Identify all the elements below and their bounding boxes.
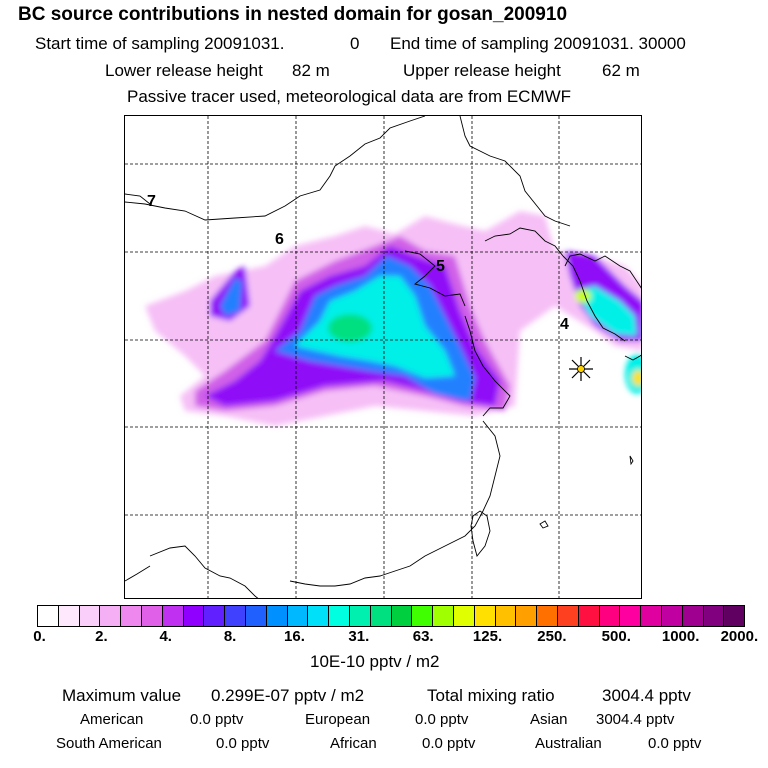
receptor-star-marker <box>569 357 593 381</box>
colorbar-tick-label: 1000. <box>661 628 700 645</box>
region-value-south-american: 0.0 pptv <box>216 735 270 752</box>
colorbar-swatch <box>453 606 475 626</box>
colorbar <box>37 605 745 627</box>
colorbar-swatch <box>495 606 517 626</box>
colorbar-tick-label: 125. <box>472 628 503 645</box>
colorbar-swatch <box>308 606 330 626</box>
colorbar-swatch <box>682 606 704 626</box>
lower-release-label: Lower release height <box>105 61 263 80</box>
colorbar-tick-label: 2. <box>95 628 108 645</box>
colorbar-unit: 10E-10 pptv / m2 <box>310 652 440 671</box>
region-value-european: 0.0 pptv <box>415 711 469 728</box>
colorbar-swatch <box>79 606 101 626</box>
colorbar-swatch <box>225 606 246 626</box>
colorbar-swatch <box>162 606 184 626</box>
plume-cyan <box>295 276 455 378</box>
plume-core <box>328 314 372 342</box>
coastlines <box>125 116 641 598</box>
colorbar-tick-label: 500. <box>601 628 631 645</box>
total-mixing-label: Total mixing ratio <box>427 686 555 705</box>
graticule <box>125 116 641 598</box>
contour-label-5: 5 <box>436 258 445 275</box>
total-mixing-value: 3004.4 pptv <box>602 686 691 705</box>
colorbar-swatch <box>661 606 683 626</box>
colorbar-swatch <box>245 606 267 626</box>
upper-release-value: 62 m <box>602 61 640 80</box>
colorbar-swatch <box>578 606 600 626</box>
colorbar-swatch <box>58 606 80 626</box>
colorbar-swatch <box>183 606 205 626</box>
colorbar-swatch <box>412 606 434 626</box>
map-canvas: 7 6 5 4 <box>125 116 641 598</box>
colorbar-swatch <box>620 606 642 626</box>
colorbar-swatch <box>38 606 59 626</box>
colorbar-swatch <box>266 606 288 626</box>
colorbar-tick-label: 63. <box>412 628 434 645</box>
region-name-african: African <box>330 735 377 752</box>
colorbar-tick-label: 0. <box>33 628 46 645</box>
colorbar-swatch <box>141 606 163 626</box>
region-value-australian: 0.0 pptv <box>648 735 702 752</box>
concentration-field <box>145 211 641 426</box>
colorbar-tick-label: 4. <box>159 628 172 645</box>
start-time-value: 0 <box>350 34 360 53</box>
max-value: 0.299E-07 pptv / m2 <box>211 686 365 705</box>
tracer-note: Passive tracer used, meteorological data… <box>127 87 572 106</box>
upper-release-label: Upper release height <box>403 61 561 80</box>
colorbar-swatch <box>391 606 413 626</box>
colorbar-swatch <box>287 606 309 626</box>
region-name-australian: Australian <box>535 735 602 752</box>
colorbar-swatch <box>433 606 454 626</box>
colorbar-swatch <box>641 606 662 626</box>
colorbar-swatch <box>329 606 350 626</box>
colorbar-tick-label: 2000. <box>720 628 759 645</box>
colorbar-tick-label: 250. <box>537 628 567 645</box>
plume-korea-core <box>575 289 591 303</box>
map-panel: 7 6 5 4 <box>124 115 642 599</box>
colorbar-swatch <box>703 606 725 626</box>
start-time-label: Start time of sampling 20091031. <box>35 34 285 53</box>
region-value-african: 0.0 pptv <box>422 735 476 752</box>
colorbar-swatch <box>100 606 122 626</box>
region-name-european: European <box>305 711 371 728</box>
colorbar-tick-label: 8. <box>223 628 237 645</box>
region-name-american: American <box>80 711 144 728</box>
colorbar-swatch <box>121 606 142 626</box>
lower-release-value: 82 m <box>292 61 330 80</box>
end-time-label: End time of sampling 20091031. 30000 <box>390 34 686 53</box>
max-value-label: Maximum value <box>62 686 182 705</box>
plot-title: BC source contributions in nested domain… <box>18 4 568 25</box>
contour-label-4: 4 <box>560 316 569 333</box>
colorbar-swatch <box>474 606 496 626</box>
colorbar-swatch <box>204 606 226 626</box>
contour-label-7: 7 <box>147 193 156 210</box>
colorbar-swatch <box>724 606 745 626</box>
colorbar-swatch <box>370 606 392 626</box>
colorbar-tick-label: 16. <box>284 628 305 645</box>
region-name-south-american: South American <box>56 735 162 752</box>
colorbar-swatch <box>557 606 579 626</box>
colorbar-swatch <box>599 606 621 626</box>
colorbar-swatch <box>349 606 371 626</box>
colorbar-tick-label: 31. <box>348 628 370 645</box>
colorbar-swatch <box>516 606 538 626</box>
plume-japan-core <box>632 370 641 386</box>
region-value-american: 0.0 pptv <box>190 711 244 728</box>
colorbar-swatch <box>537 606 558 626</box>
region-value-asian: 3004.4 pptv <box>596 711 675 728</box>
plume-korea-inner <box>575 286 637 336</box>
region-name-asian: Asian <box>530 711 568 728</box>
contour-label-6: 6 <box>275 231 284 248</box>
plume-west-arm-core <box>220 278 242 316</box>
